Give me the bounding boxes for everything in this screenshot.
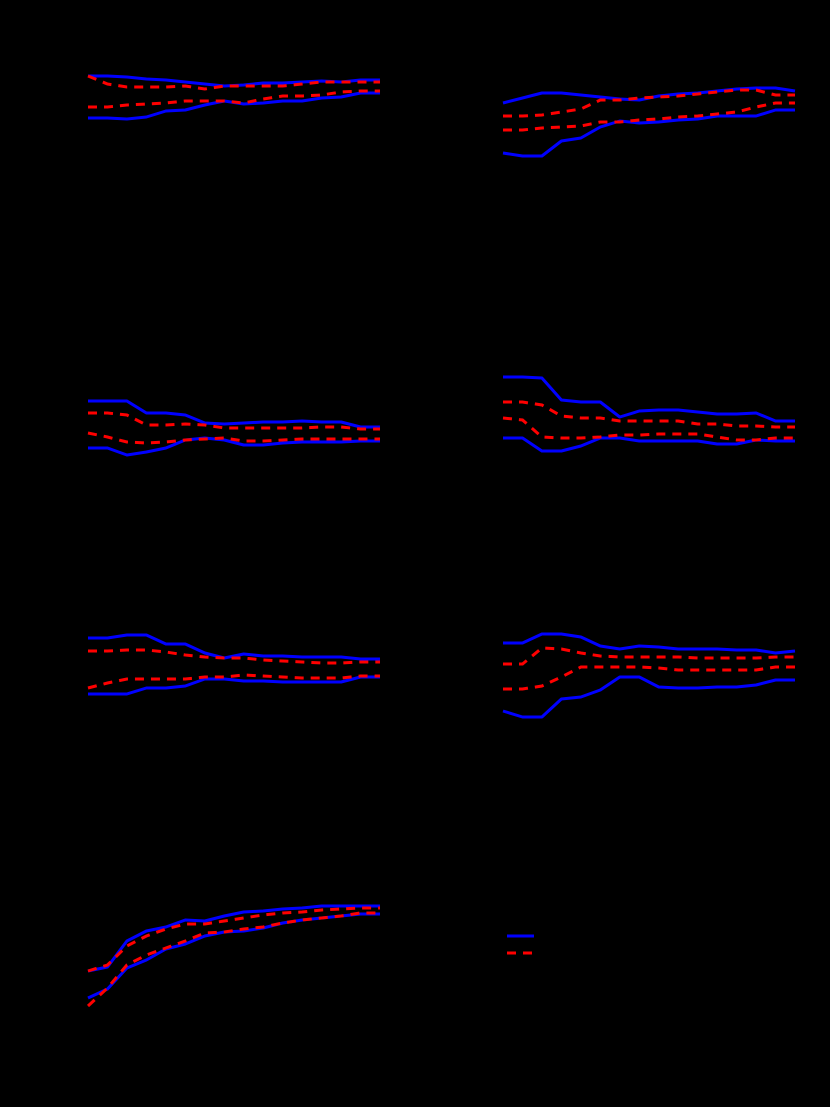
series-line-red-upper	[88, 411, 380, 431]
series-line-red-upper	[88, 648, 380, 665]
series-line-red-lower	[88, 89, 380, 109]
series-line-red-lower	[502, 416, 795, 442]
subplot-p7	[86, 904, 380, 1008]
series-line-red-upper	[503, 400, 795, 429]
subplot-p5	[87, 633, 380, 696]
series-line-blue-lower	[502, 108, 795, 158]
subplot-p2	[502, 86, 796, 158]
series-line-blue-lower	[88, 91, 380, 121]
series-line-blue-lower	[88, 436, 380, 457]
series-line-red-upper	[503, 646, 795, 666]
series-line-blue-lower	[88, 675, 380, 696]
series-line-blue-upper	[88, 633, 380, 661]
series-line-blue-upper	[503, 632, 796, 655]
subplot-p3	[87, 399, 380, 457]
series-line-red-lower	[503, 101, 795, 132]
series-line-blue-upper	[88, 399, 380, 429]
series-line-red-upper	[87, 74, 380, 91]
series-line-red-lower	[503, 665, 795, 691]
series-line-blue-upper	[503, 375, 795, 423]
series-line-red-lower	[87, 431, 380, 445]
series-line-blue-lower	[503, 436, 795, 453]
series-line-red-lower	[87, 673, 380, 690]
subplot-p4	[502, 375, 795, 453]
series-line-red-upper	[87, 906, 380, 973]
subplot-p6	[502, 632, 796, 719]
series-line-red-lower	[86, 911, 380, 1008]
series-line-blue-upper	[502, 86, 796, 105]
legend	[507, 934, 534, 955]
series-line-blue-lower	[87, 912, 380, 1000]
subplot-p1	[87, 74, 380, 121]
series-line-blue-upper	[87, 904, 380, 973]
series-line-red-upper	[503, 88, 795, 118]
series-line-blue-lower	[502, 675, 795, 719]
subplots	[86, 74, 796, 1008]
